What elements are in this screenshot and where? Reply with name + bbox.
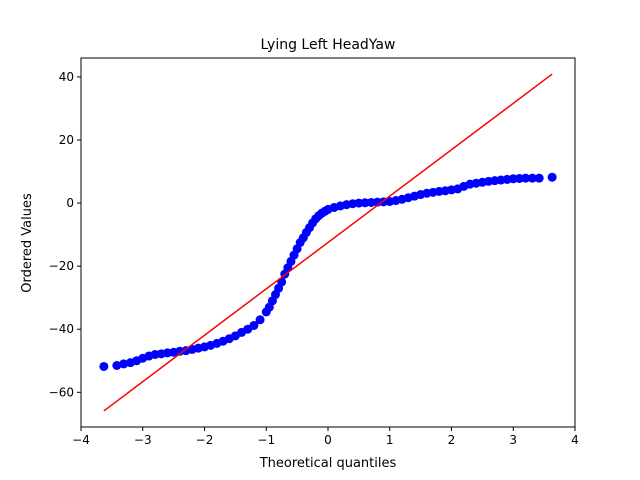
x-tick-label: −2 — [196, 433, 214, 447]
data-point — [547, 172, 557, 182]
x-tick-label: −1 — [257, 433, 275, 447]
x-axis-label: Theoretical quantiles — [259, 456, 397, 471]
plot-area-frame — [80, 57, 576, 428]
data-point — [119, 359, 129, 369]
x-tick-label: 0 — [324, 433, 332, 447]
reference-line — [103, 73, 553, 412]
data-point — [112, 361, 122, 370]
data-point — [255, 315, 265, 325]
data-point — [99, 361, 109, 371]
x-tick-label: −4 — [72, 433, 90, 447]
x-tick-label: 3 — [509, 433, 517, 447]
y-axis-label: Ordered Values — [20, 193, 35, 293]
x-tick-label: 4 — [571, 433, 579, 447]
data-point — [534, 173, 544, 183]
data-point — [527, 173, 537, 183]
x-tick-label: 1 — [386, 433, 394, 447]
y-tick-label: −60 — [49, 385, 74, 399]
data-point — [249, 320, 259, 330]
chart-title: Lying Left HeadYaw — [261, 37, 396, 53]
x-tick-label: −3 — [134, 433, 152, 447]
y-tick-label: 20 — [59, 133, 74, 147]
data-layer — [99, 73, 557, 412]
axes-layer: −4 −3 −2 −1 0 1 2 3 4 −60 −40 −20 0 20 40 — [49, 70, 579, 447]
data-point — [521, 173, 531, 183]
y-tick-label: 0 — [66, 196, 74, 210]
points-series — [99, 172, 557, 371]
y-tick-label: −40 — [49, 322, 74, 336]
y-tick-label: −20 — [49, 259, 74, 273]
y-tick-label: 40 — [59, 70, 74, 84]
x-tick-label: 2 — [448, 433, 456, 447]
